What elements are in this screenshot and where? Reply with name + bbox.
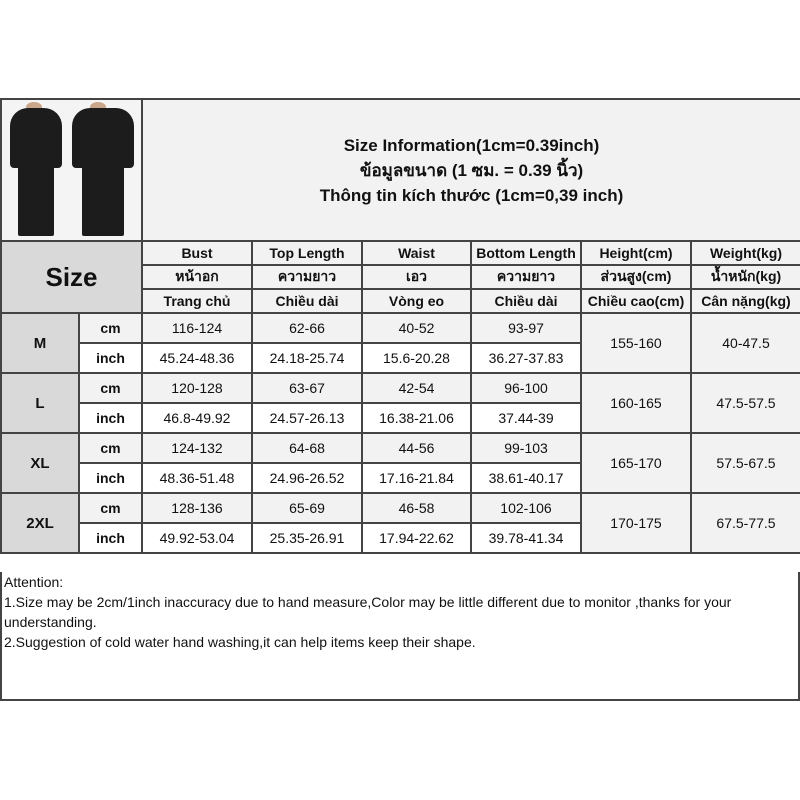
measurement-cell: 37.44-39 bbox=[470, 402, 582, 434]
measurement-cell: 24.57-26.13 bbox=[251, 402, 363, 434]
col-header: Bust bbox=[141, 240, 253, 266]
measurement-cell: 48.36-51.48 bbox=[141, 462, 253, 494]
size-label: 2XL bbox=[0, 492, 80, 554]
title-vietnamese: Thông tin kích thước (1cm=0,39 inch) bbox=[319, 185, 624, 205]
size-header: Size bbox=[0, 240, 143, 314]
measurement-cell: 17.94-22.62 bbox=[361, 522, 472, 554]
table-row: inch 48.36-51.48 24.96-26.52 17.16-21.84 38.… bbox=[1, 462, 800, 494]
size-label: XL bbox=[0, 432, 80, 494]
col-header: Bottom Length bbox=[470, 240, 582, 266]
unit-label: cm bbox=[78, 432, 143, 464]
unit-label: cm bbox=[78, 372, 143, 404]
measurement-cell: 116-124 bbox=[141, 312, 253, 344]
unit-label: inch bbox=[78, 462, 143, 494]
col-header: Weight(kg) bbox=[690, 240, 800, 266]
weight-cell: 40-47.5 bbox=[690, 312, 800, 374]
measurement-cell: 49.92-53.04 bbox=[141, 522, 253, 554]
measurement-cell: 44-56 bbox=[361, 432, 472, 464]
measurement-cell: 45.24-48.36 bbox=[141, 342, 253, 374]
table-row: inch 49.92-53.04 25.35-26.91 17.94-22.62 39.… bbox=[1, 522, 800, 554]
product-photo bbox=[0, 98, 143, 242]
measurement-cell: 40-52 bbox=[361, 312, 472, 344]
measurement-cell: 24.18-25.74 bbox=[251, 342, 363, 374]
height-cell: 165-170 bbox=[580, 432, 692, 494]
measurement-cell: 17.16-21.84 bbox=[361, 462, 472, 494]
col-header-thai: ความยาว bbox=[470, 264, 582, 290]
measurement-cell: 16.38-21.06 bbox=[361, 402, 472, 434]
measurement-cell: 46.8-49.92 bbox=[141, 402, 253, 434]
measurement-cell: 46-58 bbox=[361, 492, 472, 524]
measurement-cell: 62-66 bbox=[251, 312, 363, 344]
measurement-cell: 120-128 bbox=[141, 372, 253, 404]
col-header-thai: ส่วนสูง(cm) bbox=[580, 264, 692, 290]
measurement-cell: 42-54 bbox=[361, 372, 472, 404]
measurement-cell: 99-103 bbox=[470, 432, 582, 464]
col-header-thai: ความยาว bbox=[251, 264, 363, 290]
col-header: Top Length bbox=[251, 240, 363, 266]
measurement-cell: 93-97 bbox=[470, 312, 582, 344]
measurement-cell: 63-67 bbox=[251, 372, 363, 404]
measurement-cell: 38.61-40.17 bbox=[470, 462, 582, 494]
col-header-vietnamese: Vòng eo bbox=[361, 288, 472, 314]
measurement-cell: 65-69 bbox=[251, 492, 363, 524]
size-chart-table: Size Information(1cm=0.39inch) ข้อมูลขนา… bbox=[0, 98, 800, 554]
height-cell: 155-160 bbox=[580, 312, 692, 374]
weight-cell: 57.5-67.5 bbox=[690, 432, 800, 494]
unit-label: cm bbox=[78, 312, 143, 344]
height-cell: 170-175 bbox=[580, 492, 692, 554]
measurement-cell: 36.27-37.83 bbox=[470, 342, 582, 374]
weight-cell: 47.5-57.5 bbox=[690, 372, 800, 434]
col-header-vietnamese: Chiều dài bbox=[251, 288, 363, 314]
measurement-cell: 128-136 bbox=[141, 492, 253, 524]
measurement-cell: 39.78-41.34 bbox=[470, 522, 582, 554]
size-label: M bbox=[0, 312, 80, 374]
table-row: inch 45.24-48.36 24.18-25.74 15.6-20.28 36.2… bbox=[1, 342, 800, 374]
attention-notes: Attention: 1.Size may be 2cm/1inch inacc… bbox=[0, 572, 800, 701]
measurement-cell: 124-132 bbox=[141, 432, 253, 464]
weight-cell: 67.5-77.5 bbox=[690, 492, 800, 554]
table-row: inch 46.8-49.92 24.57-26.13 16.38-21.06 37.4… bbox=[1, 402, 800, 434]
col-header: Height(cm) bbox=[580, 240, 692, 266]
measurement-cell: 15.6-20.28 bbox=[361, 342, 472, 374]
attention-item: 2.Suggestion of cold water hand washing,… bbox=[4, 634, 476, 650]
col-header-thai: น้ำหนัก(kg) bbox=[690, 264, 800, 290]
col-header-vietnamese: Cân nặng(kg) bbox=[690, 288, 800, 314]
col-header-vietnamese: Chiều cao(cm) bbox=[580, 288, 692, 314]
unit-label: inch bbox=[78, 342, 143, 374]
title-english: Size Information(1cm=0.39inch) bbox=[343, 135, 600, 155]
measurement-cell: 64-68 bbox=[251, 432, 363, 464]
height-cell: 160-165 bbox=[580, 372, 692, 434]
attention-heading: Attention: bbox=[4, 574, 64, 590]
col-header-vietnamese: Trang chủ bbox=[141, 288, 253, 314]
unit-label: cm bbox=[78, 492, 143, 524]
unit-label: inch bbox=[78, 522, 143, 554]
size-label: L bbox=[0, 372, 80, 434]
measurement-cell: 24.96-26.52 bbox=[251, 462, 363, 494]
measurement-cell: 96-100 bbox=[470, 372, 582, 404]
measurement-cell: 102-106 bbox=[470, 492, 582, 524]
table-row: XL cm 124-132 64-68 44-56 99-103 165-170 57.5-6… bbox=[0, 432, 800, 494]
col-header: Waist bbox=[361, 240, 472, 266]
title-thai: ข้อมูลขนาด (1 ซม. = 0.39 นิ้ว) bbox=[359, 160, 584, 180]
measurement-cell: 25.35-26.91 bbox=[251, 522, 363, 554]
col-header-vietnamese: Chiều dài bbox=[470, 288, 582, 314]
attention-item: 1.Size may be 2cm/1inch inaccuracy due t… bbox=[4, 594, 732, 630]
table-row: 2XL cm 128-136 65-69 46-58 102-106 170-175 67.5… bbox=[0, 492, 800, 554]
unit-label: inch bbox=[78, 402, 143, 434]
size-information-title: Size Information(1cm=0.39inch) ข้อมูลขนา… bbox=[141, 98, 800, 242]
col-header-thai: เอว bbox=[361, 264, 472, 290]
col-header-thai: หน้าอก bbox=[141, 264, 253, 290]
